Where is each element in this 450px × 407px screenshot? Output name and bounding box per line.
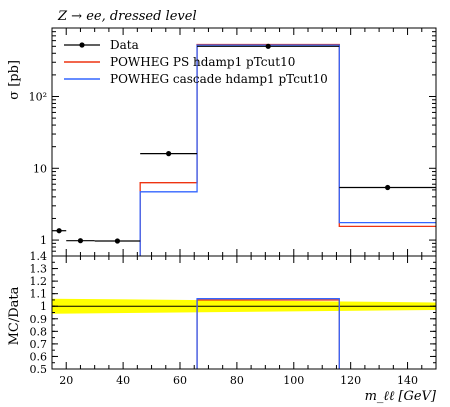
ratio-y-tick-label: 0.8	[30, 325, 48, 338]
ratio-y-tick-label: 1.3	[30, 263, 48, 276]
y-tick-label: 10	[33, 162, 47, 175]
y-axis-label: σ [pb]	[7, 60, 22, 100]
data-point	[56, 228, 62, 234]
y-tick-label: 10²	[29, 91, 47, 104]
data-point	[265, 43, 271, 49]
x-tick-label: 80	[230, 374, 244, 387]
legend: Data POWHEG PS hdamp1 pTcut10 POWHEG casca…	[64, 38, 328, 86]
ratio-y-tick-label: 0.5	[30, 363, 48, 376]
data-point	[166, 151, 172, 157]
legend-label-data: Data	[110, 38, 139, 52]
x-tick-label: 20	[59, 374, 73, 387]
x-tick-label: 140	[397, 374, 418, 387]
ratio-y-tick-label: 1.4	[30, 250, 48, 263]
data-point	[385, 184, 391, 191]
ratio-y-tick-label: 1	[40, 300, 47, 313]
ratio-panel: 0.50.60.70.80.911.11.21.31.4 20 40 60 80 100 1…	[30, 250, 437, 387]
data-point	[77, 238, 84, 244]
x-axis-label: m_ℓℓ [GeV]	[365, 389, 437, 404]
x-tick-label: 40	[116, 374, 130, 387]
legend-label-series: POWHEG PS hdamp1 pTcut10	[110, 55, 295, 69]
y-tick-label: 1	[40, 234, 47, 247]
series-2-histogram	[139, 44, 436, 256]
series-2-ratio	[196, 298, 340, 369]
ratio-y-tick-label: 0.7	[30, 338, 48, 351]
ratio-y-tick-label: 1.2	[30, 275, 48, 288]
legend-label-series: POWHEG cascade hdamp1 pTcut10	[110, 72, 328, 86]
legend-data-marker	[79, 42, 85, 48]
chart-title: Z → ee, dressed level	[57, 9, 197, 24]
data-point	[114, 238, 121, 244]
ratio-y-tick-label: 1.1	[30, 288, 48, 301]
x-tick-label: 60	[173, 374, 187, 387]
ratio-y-axis-label: MC/Data	[7, 286, 22, 345]
ratio-y-tick-label: 0.9	[30, 313, 48, 326]
x-tick-label: 100	[283, 374, 304, 387]
main-panel: 1 10 10²	[29, 27, 437, 369]
ratio-y-tick-label: 0.6	[30, 350, 48, 363]
x-tick-label: 120	[340, 374, 361, 387]
